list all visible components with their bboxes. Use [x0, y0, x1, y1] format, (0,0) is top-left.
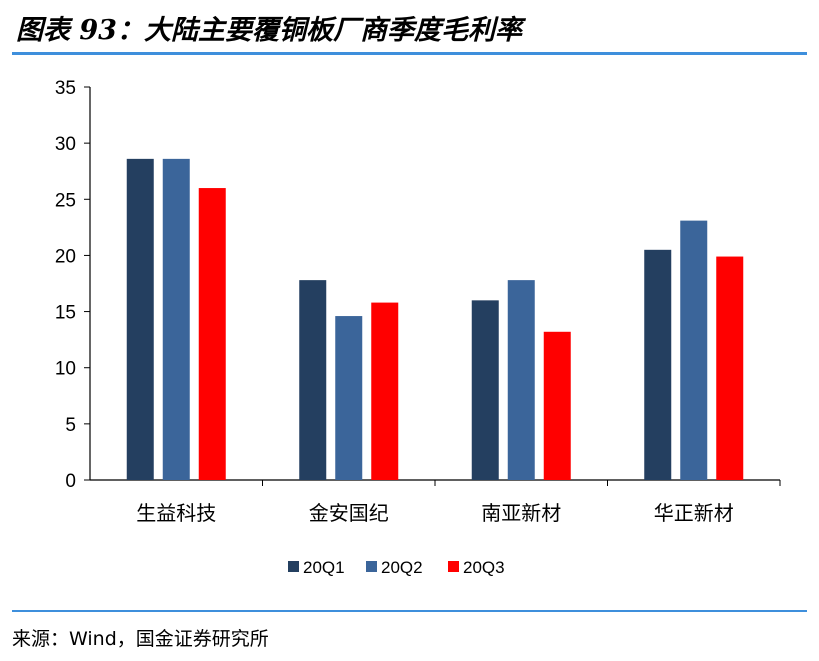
bar-20q1	[126, 158, 154, 480]
chart-bars	[126, 158, 744, 481]
y-tick-label: 0	[65, 471, 76, 492]
legend-swatch-20q1	[288, 561, 299, 572]
category-label: 南亚新材	[481, 501, 561, 525]
footer-rule	[12, 610, 807, 612]
y-tick-label: 35	[55, 78, 76, 99]
legend-label: 20Q2	[381, 558, 423, 577]
figure-title: 图表 93：大陆主要覆铜板厂商季度毛利率	[16, 15, 522, 46]
title-rule	[12, 52, 807, 55]
bar-20q2	[162, 158, 190, 480]
y-tick-label: 25	[55, 190, 76, 211]
y-tick-label: 30	[55, 134, 76, 155]
legend-label: 20Q1	[303, 558, 345, 577]
y-tick-label: 15	[55, 303, 76, 324]
category-label: 华正新材	[654, 501, 734, 525]
bar-20q3	[716, 256, 744, 480]
bar-20q2	[335, 316, 363, 480]
y-tick-label: 20	[55, 246, 76, 267]
bar-chart: 0 5 10 15 20 25 30 35 生益科技 金安国纪 南亚新材 华正新材 20Q1 20Q2…	[55, 78, 781, 577]
source-note: 来源：Wind，国金证券研究所	[12, 628, 269, 650]
y-tick-label: 10	[55, 359, 76, 380]
bar-20q3	[371, 302, 399, 480]
bar-20q1	[299, 280, 327, 480]
legend-label: 20Q3	[463, 558, 505, 577]
bar-20q3	[543, 331, 571, 480]
bar-20q1	[644, 249, 672, 480]
legend-swatch-20q2	[366, 561, 377, 572]
chart-ticks: 0 5 10 15 20 25 30 35	[55, 78, 90, 492]
bar-20q3	[198, 188, 226, 481]
legend-swatch-20q3	[448, 561, 459, 572]
chart-axes	[89, 87, 780, 481]
chart-legend: 20Q1 20Q2 20Q3	[288, 558, 505, 577]
bar-20q2	[507, 280, 535, 480]
category-label: 生益科技	[136, 501, 216, 525]
y-tick-label: 5	[65, 415, 76, 436]
chart-categories: 生益科技 金安国纪 南亚新材 华正新材	[136, 480, 781, 525]
bar-20q1	[471, 300, 499, 480]
bar-20q2	[680, 220, 708, 480]
category-label: 金安国纪	[309, 501, 389, 525]
